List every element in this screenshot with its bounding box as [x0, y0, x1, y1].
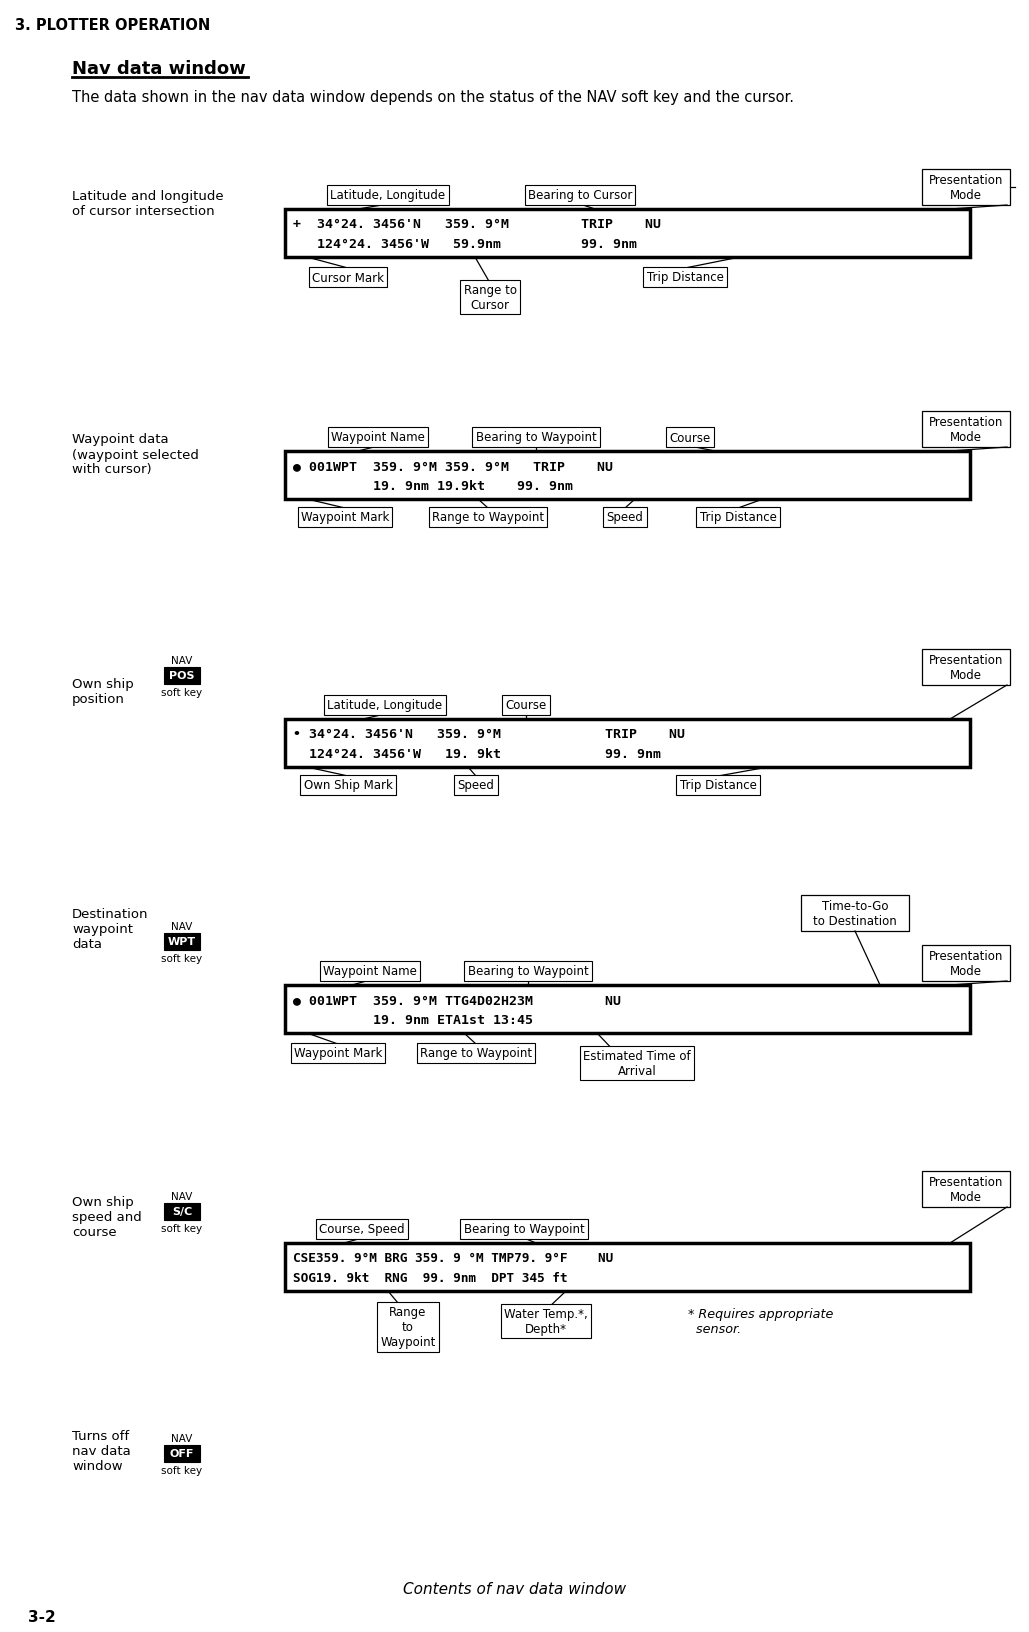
Text: CSE359. 9°M BRG 359. 9 °M TMP79. 9°F    NU: CSE359. 9°M BRG 359. 9 °M TMP79. 9°F NU	[293, 1252, 613, 1265]
Text: Time-to-Go
to Destination: Time-to-Go to Destination	[813, 899, 897, 927]
Text: ● 001WPT  359. 9°M TTG4D02H23M         NU: ● 001WPT 359. 9°M TTG4D02H23M NU	[293, 994, 620, 1007]
Text: Water Temp.*,
Depth*: Water Temp.*, Depth*	[504, 1307, 588, 1335]
Text: 124°24. 3456'W   59.9nm          99. 9nm: 124°24. 3456'W 59.9nm 99. 9nm	[293, 238, 637, 251]
Text: SOG19. 9kt  RNG  99. 9nm  DPT 345 ft: SOG19. 9kt RNG 99. 9nm DPT 345 ft	[293, 1271, 568, 1284]
FancyBboxPatch shape	[922, 1172, 1010, 1208]
Text: Waypoint Name: Waypoint Name	[323, 965, 417, 978]
Text: POS: POS	[169, 671, 194, 681]
Text: Estimated Time of
Arrival: Estimated Time of Arrival	[583, 1049, 690, 1077]
Text: Range
to
Waypoint: Range to Waypoint	[381, 1306, 435, 1348]
Text: 19. 9nm 19.9kt    99. 9nm: 19. 9nm 19.9kt 99. 9nm	[293, 480, 573, 493]
Text: soft key: soft key	[162, 1224, 203, 1234]
FancyBboxPatch shape	[922, 411, 1010, 447]
Text: Range to Waypoint: Range to Waypoint	[420, 1046, 532, 1059]
FancyBboxPatch shape	[164, 1444, 200, 1462]
FancyBboxPatch shape	[922, 945, 1010, 981]
Text: Waypoint data
(waypoint selected
with cursor): Waypoint data (waypoint selected with cu…	[72, 432, 199, 477]
Text: Range to
Cursor: Range to Cursor	[463, 284, 517, 312]
Text: Trip Distance: Trip Distance	[646, 271, 723, 284]
Text: 3-2: 3-2	[28, 1609, 56, 1624]
FancyBboxPatch shape	[922, 170, 1010, 206]
Text: ● 001WPT  359. 9°M 359. 9°M   TRIP    NU: ● 001WPT 359. 9°M 359. 9°M TRIP NU	[293, 460, 613, 473]
Text: Presentation
Mode: Presentation Mode	[929, 175, 1003, 202]
Text: Bearing to Cursor: Bearing to Cursor	[528, 189, 632, 202]
Text: Trip Distance: Trip Distance	[679, 778, 756, 792]
FancyBboxPatch shape	[285, 1244, 970, 1291]
Text: Course: Course	[505, 698, 546, 712]
Text: NAV: NAV	[171, 1433, 192, 1443]
FancyBboxPatch shape	[285, 452, 970, 499]
Text: Course: Course	[670, 431, 711, 444]
Text: Waypoint Mark: Waypoint Mark	[294, 1046, 382, 1059]
FancyBboxPatch shape	[164, 934, 200, 950]
Text: soft key: soft key	[162, 953, 203, 963]
FancyBboxPatch shape	[922, 650, 1010, 685]
FancyBboxPatch shape	[285, 986, 970, 1033]
Text: 3. PLOTTER OPERATION: 3. PLOTTER OPERATION	[15, 18, 210, 33]
Text: Own ship
position: Own ship position	[72, 677, 134, 705]
Text: Bearing to Waypoint: Bearing to Waypoint	[467, 965, 589, 978]
Text: 19. 9nm ETA1st 13:45: 19. 9nm ETA1st 13:45	[293, 1013, 533, 1027]
Text: Speed: Speed	[606, 511, 643, 524]
Text: Range to Waypoint: Range to Waypoint	[432, 511, 544, 524]
Text: Latitude, Longitude: Latitude, Longitude	[327, 698, 442, 712]
Text: Latitude, Longitude: Latitude, Longitude	[330, 189, 446, 202]
Text: The data shown in the nav data window depends on the status of the NAV soft key : The data shown in the nav data window de…	[72, 90, 794, 104]
Text: Presentation
Mode: Presentation Mode	[929, 950, 1003, 978]
Text: Destination
waypoint
data: Destination waypoint data	[72, 907, 148, 950]
Text: Contents of nav data window: Contents of nav data window	[403, 1581, 626, 1596]
Text: OFF: OFF	[170, 1449, 194, 1459]
FancyBboxPatch shape	[285, 211, 970, 258]
Text: Presentation
Mode: Presentation Mode	[929, 1175, 1003, 1203]
Text: Bearing to Waypoint: Bearing to Waypoint	[475, 431, 597, 444]
Text: 124°24. 3456'W   19. 9kt             99. 9nm: 124°24. 3456'W 19. 9kt 99. 9nm	[293, 747, 661, 761]
Text: Waypoint Name: Waypoint Name	[331, 431, 425, 444]
Text: Latitude and longitude
of cursor intersection: Latitude and longitude of cursor interse…	[72, 189, 223, 217]
Text: Waypoint Mark: Waypoint Mark	[300, 511, 389, 524]
Text: * Requires appropriate
  sensor.: * Requires appropriate sensor.	[688, 1307, 833, 1335]
Text: S/C: S/C	[172, 1206, 192, 1217]
Text: Turns off
nav data
window: Turns off nav data window	[72, 1430, 131, 1472]
Text: Presentation
Mode: Presentation Mode	[929, 416, 1003, 444]
Text: Course, Speed: Course, Speed	[319, 1222, 404, 1235]
Text: NAV: NAV	[171, 656, 192, 666]
Text: soft key: soft key	[162, 1466, 203, 1475]
Text: Presentation
Mode: Presentation Mode	[929, 653, 1003, 682]
Text: +  34°24. 3456'N   359. 9°M         TRIP    NU: + 34°24. 3456'N 359. 9°M TRIP NU	[293, 217, 661, 230]
Text: Bearing to Waypoint: Bearing to Waypoint	[464, 1222, 584, 1235]
Text: Own ship
speed and
course: Own ship speed and course	[72, 1195, 142, 1239]
Text: soft key: soft key	[162, 687, 203, 697]
Text: WPT: WPT	[168, 937, 197, 947]
FancyBboxPatch shape	[164, 667, 200, 684]
Text: Cursor Mark: Cursor Mark	[312, 271, 384, 284]
Text: Trip Distance: Trip Distance	[700, 511, 777, 524]
FancyBboxPatch shape	[801, 896, 909, 932]
Text: Speed: Speed	[458, 778, 495, 792]
Text: Nav data window: Nav data window	[72, 60, 246, 78]
Text: Own Ship Mark: Own Ship Mark	[304, 778, 392, 792]
Text: NAV: NAV	[171, 922, 192, 932]
FancyBboxPatch shape	[285, 720, 970, 767]
FancyBboxPatch shape	[164, 1203, 200, 1221]
Text: • 34°24. 3456'N   359. 9°M             TRIP    NU: • 34°24. 3456'N 359. 9°M TRIP NU	[293, 728, 685, 741]
Text: NAV: NAV	[171, 1191, 192, 1201]
